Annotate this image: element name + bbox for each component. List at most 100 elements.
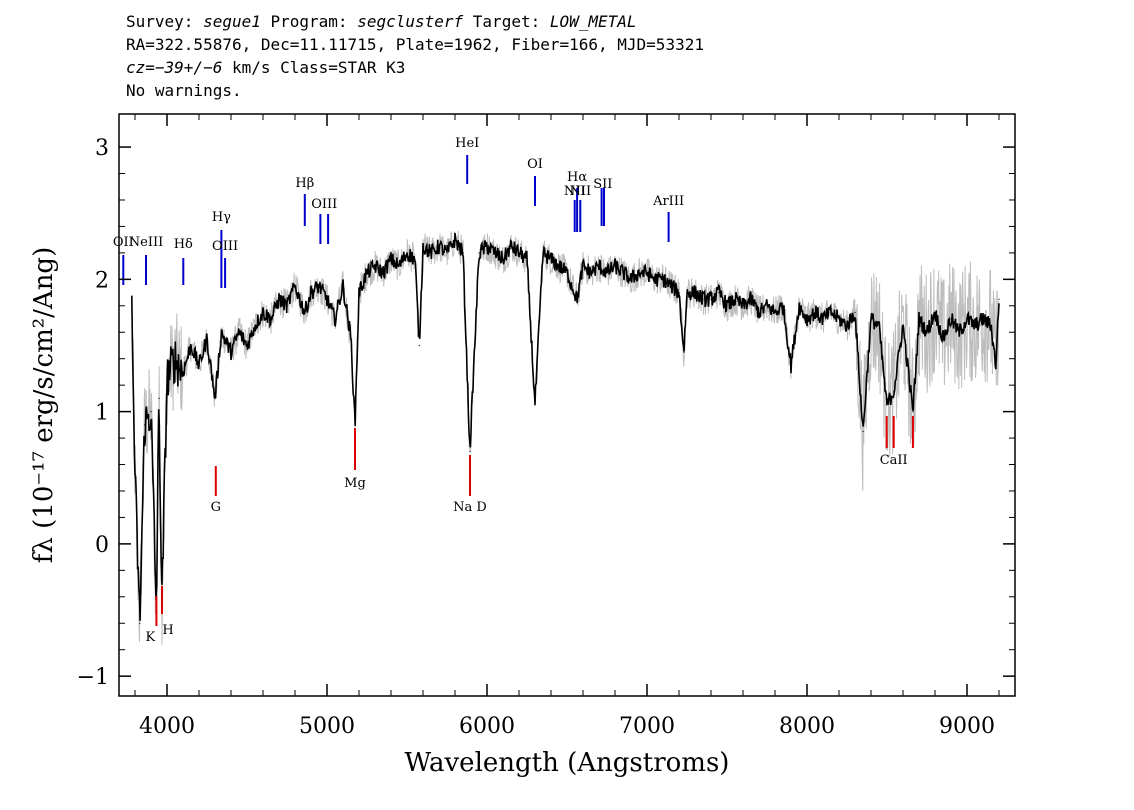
line-label: Na D: [453, 500, 487, 515]
line-label: H: [162, 623, 173, 638]
flux-point: [638, 272, 640, 274]
line-label: OIII: [212, 239, 238, 254]
flux-point: [414, 258, 416, 261]
spectrum-header: Survey: segue1 Program: segclusterf Targ…: [126, 10, 704, 102]
flux-point: [902, 325, 904, 327]
flux-point: [614, 265, 616, 267]
flux-point: [862, 430, 864, 433]
y-axis-title: fλ (10⁻¹⁷ erg/s/cm²/Ang): [29, 247, 59, 563]
flux-point: [510, 245, 512, 247]
y-tick-label: 0: [95, 533, 109, 558]
flux-point: [430, 252, 432, 254]
target-value: LOW_METAL: [549, 12, 637, 31]
flux-point: [838, 318, 840, 320]
flux-point: [398, 265, 400, 267]
flux-point: [278, 298, 280, 300]
flux-point: [670, 285, 672, 287]
flux-point: [310, 292, 312, 294]
line-label: Hδ: [174, 237, 193, 252]
flux-point: [694, 292, 696, 294]
header-line-2: RA=322.55876, Dec=11.11715, Plate=1962, …: [126, 35, 704, 54]
flux-point: [790, 364, 792, 366]
flux-point: [220, 331, 222, 333]
flux-point: [576, 298, 578, 300]
flux-point: [686, 292, 688, 294]
flux-point: [942, 338, 944, 340]
flux-point: [622, 272, 624, 274]
line-label: Hα: [567, 170, 587, 185]
flux-point: [654, 278, 656, 280]
flux-point: [662, 278, 664, 280]
flux-point: [774, 311, 776, 313]
flux-point: [782, 305, 784, 307]
flux-point: [766, 305, 768, 307]
line-label: OIII: [311, 197, 337, 212]
flux-point: [734, 298, 736, 300]
flux-point: [806, 318, 808, 320]
flux-point: [814, 311, 816, 313]
flux-point: [598, 265, 600, 267]
flux-point: [366, 272, 368, 274]
flux-point: [326, 298, 328, 300]
flux-point: [998, 298, 1000, 300]
flux-point: [198, 364, 200, 366]
flux-point: [502, 258, 504, 261]
flux-point: [702, 298, 704, 300]
flux-point: [438, 245, 440, 247]
flux-point: [246, 344, 248, 347]
flux-point: [462, 252, 464, 254]
x-axis-title: Wavelength (Angstroms): [405, 748, 730, 778]
flux-point: [166, 377, 168, 380]
line-label: Mg: [344, 476, 366, 491]
flux-point: [134, 477, 136, 479]
program-value: segclusterf: [357, 12, 464, 31]
flux-point: [418, 344, 420, 347]
flux-point: [478, 252, 480, 254]
plot-frame: [118, 113, 1016, 697]
flux-point: [606, 272, 608, 274]
flux-point: [710, 298, 712, 300]
flux-point: [742, 305, 744, 307]
flux-point: [526, 258, 528, 261]
flux-point: [150, 411, 152, 413]
flux-point: [318, 285, 320, 287]
flux-point: [630, 278, 632, 280]
line-label: K: [146, 630, 156, 645]
flux-point: [750, 298, 752, 300]
line-label: SII: [593, 177, 612, 192]
survey-value: segue1: [203, 12, 261, 31]
flux-point: [174, 358, 176, 360]
flux-point: [262, 311, 264, 313]
flux-point: [974, 325, 976, 327]
flux-spectrum: [131, 232, 1000, 624]
flux-point: [918, 318, 920, 320]
flux-point: [406, 252, 408, 254]
flux-point: [758, 311, 760, 313]
y-tick-label: 3: [95, 136, 109, 161]
flux-point: [870, 318, 872, 320]
flux-point: [912, 411, 914, 413]
y-tick-label: 1: [95, 401, 109, 426]
x-tick-label: 5000: [299, 714, 355, 739]
line-label: OI: [527, 157, 543, 172]
flux-point: [422, 245, 424, 247]
line-label: Hβ: [295, 176, 314, 191]
flux-point: [926, 331, 928, 333]
flux-point: [139, 622, 141, 624]
flux-point: [214, 397, 216, 399]
flux-point: [950, 318, 952, 320]
flux-point: [830, 311, 832, 313]
flux-point: [286, 305, 288, 307]
flux-point: [646, 272, 648, 274]
flux-point: [230, 351, 232, 353]
noise-path: [131, 230, 1000, 645]
flux-point: [270, 318, 272, 320]
noise-spectrum: [131, 230, 1000, 645]
y-tick-label: −1: [77, 665, 109, 690]
header-line-4: No warnings.: [126, 81, 242, 100]
flux-point: [238, 331, 240, 333]
flux-point: [358, 292, 360, 294]
flux-point: [354, 424, 356, 426]
